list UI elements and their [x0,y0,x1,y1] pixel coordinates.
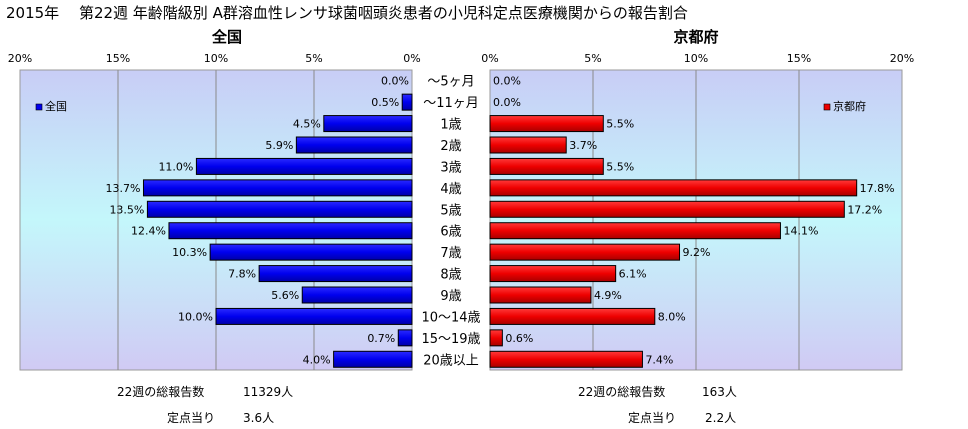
left-x-tick-label: 15% [106,52,130,65]
category-label: 8歳 [440,268,461,283]
right-value-label: 0.6% [505,332,533,345]
left-x-tick-label: 0% [403,52,420,65]
left-x-tick-label: 5% [305,52,322,65]
left-x-tick-label: 20% [8,52,32,65]
right-bar [489,286,592,304]
category-label: 9歳 [440,289,461,304]
right-x-tick-label: 20% [890,52,914,65]
left-bar [142,179,413,197]
right-bar [489,243,681,261]
category-label: 5歳 [440,203,461,218]
left-panel-title: 全国 [211,28,242,46]
category-label: 1歳 [440,118,461,133]
category-label: 2歳 [440,139,461,154]
category-label: 4歳 [440,182,461,197]
right-bar [489,350,643,368]
right-total-label: 22週の総報告数 [578,385,666,399]
left-bar [401,93,413,111]
left-bar [323,115,413,133]
left-value-label: 13.7% [106,182,141,195]
right-x-tick-label: 0% [481,52,498,65]
left-value-label: 13.5% [109,203,144,216]
right-value-label: 9.2% [683,246,711,259]
right-bar [489,307,656,325]
right-bar [489,200,845,218]
right-bar [489,179,858,197]
category-label: 3歳 [440,160,461,175]
right-value-label: 17.8% [860,182,895,195]
right-value-label: 5.5% [606,160,634,173]
left-value-label: 10.0% [178,310,213,323]
right-legend-swatch [823,103,831,111]
left-total-value: 11329人 [243,385,294,399]
right-bar [489,115,604,133]
left-bar [146,200,413,218]
right-per-value: 2.2人 [705,411,737,425]
category-label: 15～19歳 [421,332,480,347]
left-bar [295,136,413,154]
left-value-label: 0.7% [367,332,395,345]
left-value-label: 5.6% [271,289,299,302]
right-bar [489,136,567,154]
left-per-value: 3.6人 [243,411,275,425]
right-bar [489,157,604,175]
category-label: 10～14歳 [421,310,480,325]
left-value-label: 11.0% [158,160,193,173]
right-value-label: 17.2% [847,203,882,216]
right-panel-title: 京都府 [673,28,719,46]
right-value-label: 7.4% [645,353,673,366]
right-bar [489,222,781,240]
right-value-label: 6.1% [619,268,647,281]
right-value-label: 0.0% [493,96,521,109]
right-total-value: 163人 [702,385,737,399]
right-x-tick-label: 5% [584,52,601,65]
left-value-label: 12.4% [131,225,166,238]
left-legend-swatch [35,103,43,111]
right-x-tick-label: 15% [787,52,811,65]
chart-title: 2015年 第22週 年齢階級別 A群溶血性レンサ球菌咽頭炎患者の小児科定点医療… [6,4,688,22]
left-value-label: 4.0% [303,353,331,366]
left-value-label: 4.5% [293,118,321,131]
right-value-label: 8.0% [658,310,686,323]
right-value-label: 5.5% [606,118,634,131]
right-per-label: 定点当り [628,411,677,425]
left-value-label: 10.3% [172,246,207,259]
right-value-label: 0.0% [493,75,521,88]
left-value-label: 0.0% [381,75,409,88]
left-bar [168,222,413,240]
right-legend-label: 京都府 [833,99,866,113]
category-label: ～5ヶ月 [427,75,474,90]
left-x-tick-label: 10% [204,52,228,65]
left-bar [209,243,413,261]
left-bar [333,350,413,368]
left-value-label: 5.9% [265,139,293,152]
left-bar [195,157,413,175]
left-bar [258,265,413,283]
category-label: ～11ヶ月 [423,96,479,111]
left-value-label: 7.8% [228,268,256,281]
left-legend-label: 全国 [45,99,67,113]
right-bar [489,329,503,347]
right-bar [489,265,617,283]
left-bar [301,286,413,304]
left-bar [215,307,413,325]
left-value-label: 0.5% [371,96,399,109]
left-bar [397,329,413,347]
right-x-tick-label: 10% [684,52,708,65]
right-value-label: 3.7% [569,139,597,152]
category-label: 20歳以上 [423,353,479,368]
left-per-label: 定点当り [167,411,216,425]
category-label: 7歳 [440,246,461,261]
left-total-label: 22週の総報告数 [117,385,205,399]
right-value-label: 14.1% [783,225,818,238]
category-label: 6歳 [440,225,461,240]
right-value-label: 4.9% [594,289,622,302]
